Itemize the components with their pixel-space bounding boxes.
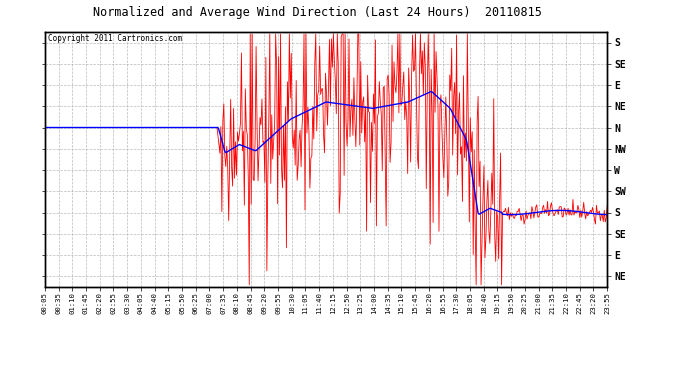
Text: Normalized and Average Wind Direction (Last 24 Hours)  20110815: Normalized and Average Wind Direction (L… — [93, 6, 542, 19]
Text: Copyright 2011 Cartronics.com: Copyright 2011 Cartronics.com — [48, 34, 181, 44]
